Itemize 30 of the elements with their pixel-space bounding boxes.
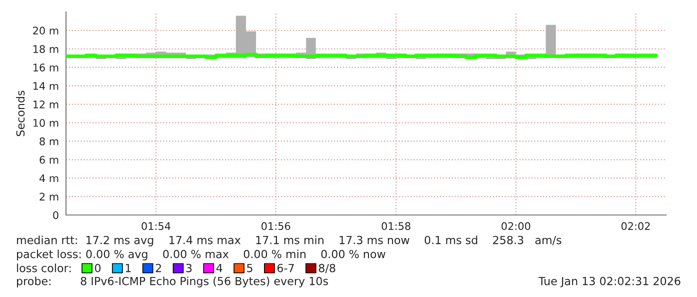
x-tick-label: 01:54 (142, 222, 170, 230)
y-tick-label: 12 m (33, 100, 58, 108)
legend-label: 6-7 (277, 264, 294, 272)
y-tick-label: 4 m (39, 174, 58, 182)
y-axis-title: Seconds (16, 90, 25, 136)
text: Tue Jan 13 02:02:31 2026 (538, 276, 680, 288)
legend-label: 1 (126, 264, 131, 272)
x-tick-label: 02:00 (502, 222, 530, 230)
text: probe: 8 IPv6-ICMP Echo Pings (56 Bytes) every 10s (17, 276, 328, 288)
y-tick-label: 0 (53, 211, 58, 220)
x-tick-label: 01:58 (382, 222, 410, 230)
x-tick-label: 02:02 (621, 222, 650, 230)
y-tick-label: 16 m (33, 64, 58, 72)
y-tick-label: 6 m (40, 156, 58, 164)
y-tick-label: 18 m (33, 45, 58, 54)
y-tick-label: 2 m (40, 192, 58, 201)
legend-label: 3 (186, 264, 192, 272)
legend-label: 2 (156, 264, 161, 272)
y-tick-label: 20 m (33, 26, 58, 35)
legend-title: loss color: (17, 264, 71, 272)
text: packet loss: 0.00 % avg 0.00 % max 0.00 % min 0.00 % now (17, 250, 386, 260)
y-tick-label: 10 m (33, 118, 58, 127)
legend-label: 4 (216, 264, 222, 272)
y-tick-label: 14 m (33, 82, 58, 90)
legend-label: 0 (94, 264, 101, 272)
legend-label: 5 (247, 264, 252, 272)
x-tick-label: 01:56 (262, 222, 290, 230)
legend-label: 8/8 (318, 264, 336, 274)
y-tick-label: 8 m (40, 137, 58, 146)
text: median rtt: 17.2 ms avg 17.4 ms max 17.1 ms min 17.3 ms now 0.1 ms sd 258.3 am/s (17, 236, 562, 246)
